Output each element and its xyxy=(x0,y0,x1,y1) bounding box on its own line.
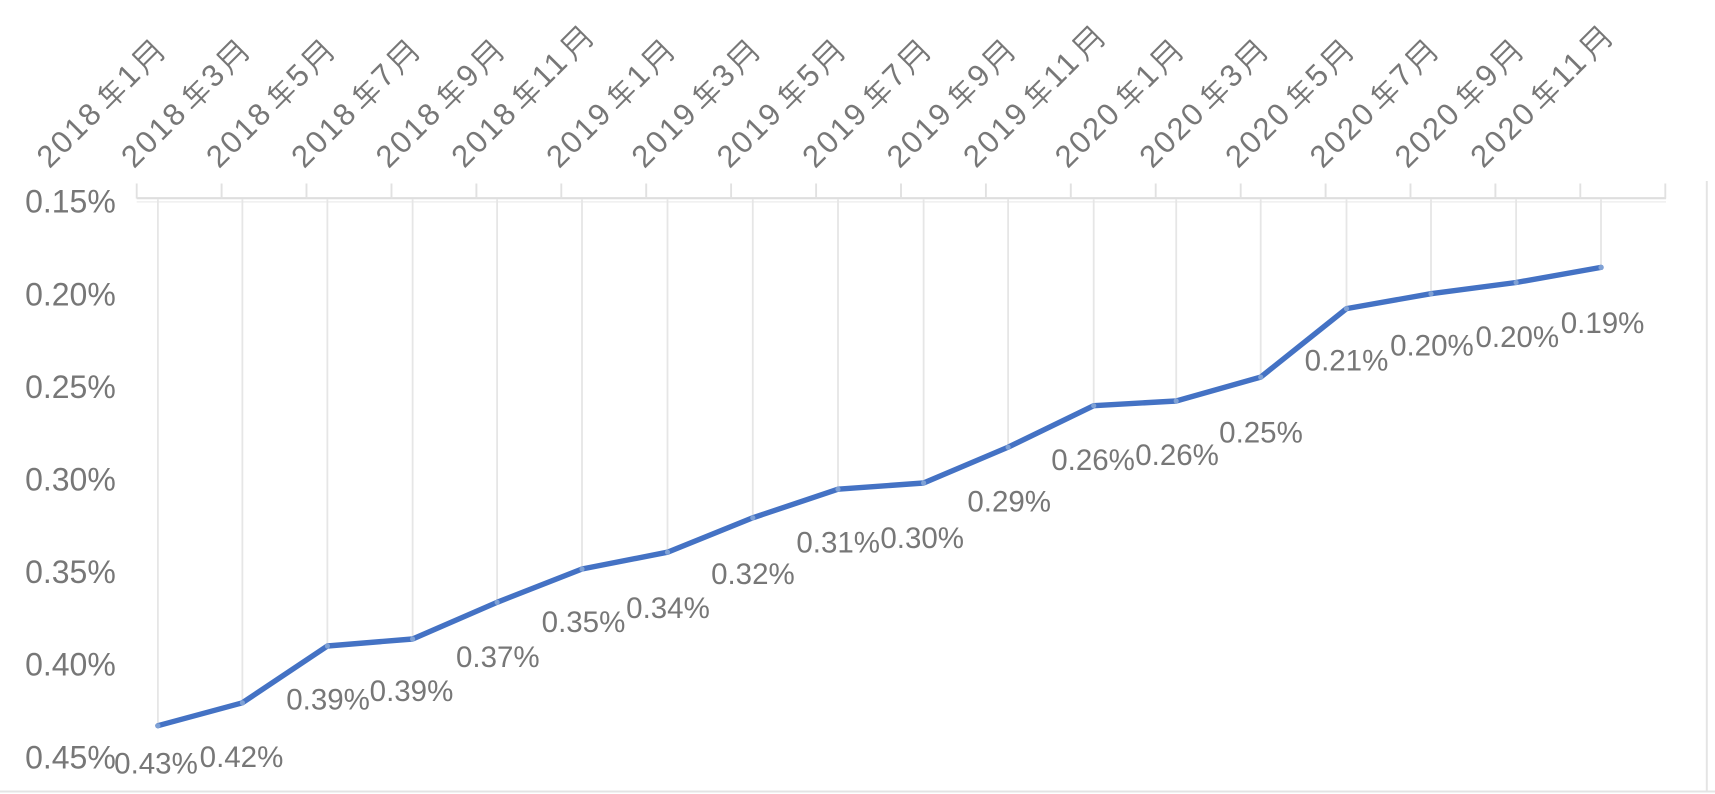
svg-text:0.19%: 0.19% xyxy=(1561,307,1645,340)
svg-text:0.20%: 0.20% xyxy=(1390,330,1474,363)
svg-text:0.39%: 0.39% xyxy=(370,675,454,708)
svg-text:0.32%: 0.32% xyxy=(711,558,795,591)
svg-text:0.31%: 0.31% xyxy=(796,527,880,560)
svg-text:0.30%: 0.30% xyxy=(25,462,116,498)
svg-text:0.20%: 0.20% xyxy=(1475,321,1559,354)
svg-text:0.40%: 0.40% xyxy=(25,647,116,683)
svg-text:0.42%: 0.42% xyxy=(200,741,284,774)
svg-text:0.43%: 0.43% xyxy=(114,748,198,781)
svg-text:0.25%: 0.25% xyxy=(1219,416,1303,449)
svg-text:0.21%: 0.21% xyxy=(1305,344,1389,377)
svg-text:0.34%: 0.34% xyxy=(626,592,710,625)
svg-text:0.29%: 0.29% xyxy=(967,486,1051,519)
svg-text:0.30%: 0.30% xyxy=(880,522,964,555)
svg-text:0.25%: 0.25% xyxy=(25,369,116,405)
svg-text:0.26%: 0.26% xyxy=(1135,439,1219,472)
svg-text:0.15%: 0.15% xyxy=(25,184,116,220)
svg-text:0.45%: 0.45% xyxy=(25,739,116,775)
svg-text:0.20%: 0.20% xyxy=(25,276,116,312)
svg-text:0.35%: 0.35% xyxy=(542,606,626,639)
svg-text:0.26%: 0.26% xyxy=(1051,444,1135,477)
svg-text:0.35%: 0.35% xyxy=(25,554,116,590)
svg-text:0.37%: 0.37% xyxy=(456,641,540,674)
svg-text:0.39%: 0.39% xyxy=(286,683,370,716)
